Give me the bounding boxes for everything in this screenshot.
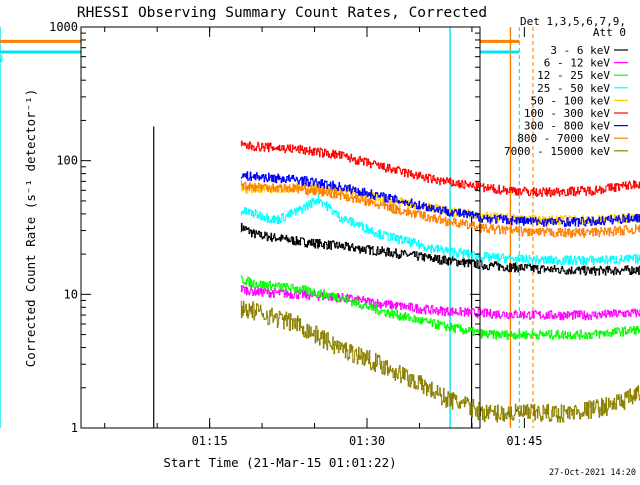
legend-label: 3 - 6 keV bbox=[550, 44, 610, 57]
y-tick-label: 1000 bbox=[49, 20, 78, 34]
series-line bbox=[240, 275, 640, 340]
night-flag-label: N bbox=[0, 54, 3, 65]
legend-label: 100 - 300 keV bbox=[524, 107, 610, 120]
detector-note-line-1: Det 1,3,5,6,7,9, bbox=[520, 15, 626, 28]
plot-area: SN bbox=[0, 27, 640, 428]
legend-label: 7000 - 15000 keV bbox=[504, 145, 610, 158]
y-tick-label: 1 bbox=[71, 421, 78, 435]
legend-label: 12 - 25 keV bbox=[537, 69, 610, 82]
x-tick-label: 01:30 bbox=[349, 434, 385, 448]
y-tick-label: 100 bbox=[56, 154, 78, 168]
y-axis-label: Corrected Count Rate (s⁻¹ detector⁻¹) bbox=[23, 89, 38, 367]
x-axis-label: Start Time (21-Mar-15 01:01:22) bbox=[163, 455, 396, 470]
x-tick-label: 01:15 bbox=[192, 434, 228, 448]
series-line bbox=[240, 300, 640, 423]
legend-label: 50 - 100 keV bbox=[531, 94, 611, 107]
plot-frame bbox=[80, 26, 481, 429]
series-line bbox=[240, 171, 640, 227]
series-line bbox=[240, 140, 640, 198]
x-tick-label: 01:45 bbox=[506, 434, 542, 448]
series-line bbox=[240, 180, 640, 238]
legend-label: 6 - 12 keV bbox=[544, 57, 611, 70]
series-line bbox=[240, 194, 640, 266]
chart-title: RHESSI Observing Summary Count Rates, Co… bbox=[77, 5, 487, 21]
detector-note-line-2: Att 0 bbox=[593, 26, 626, 39]
footer-date: 27-Oct-2021 14:20 bbox=[549, 468, 636, 478]
legend-label: 300 - 800 keV bbox=[524, 120, 610, 133]
series-line bbox=[240, 222, 640, 276]
y-tick-label: 10 bbox=[64, 287, 78, 301]
legend-label: 25 - 50 keV bbox=[537, 82, 610, 95]
legend-label: 800 - 7000 keV bbox=[517, 132, 610, 145]
